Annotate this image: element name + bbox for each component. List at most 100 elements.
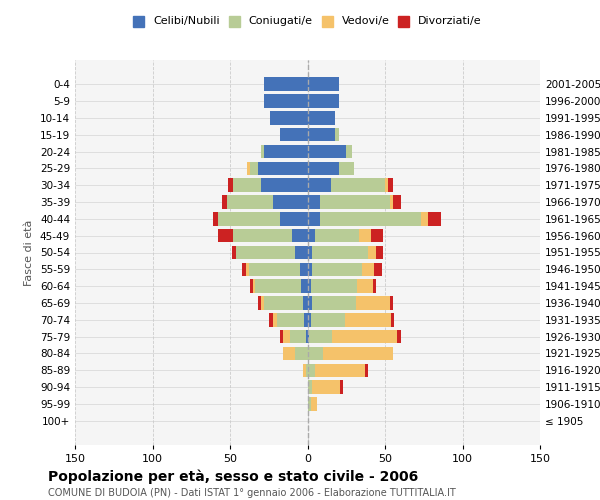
Bar [261, 296, 264, 310]
Bar [308, 380, 312, 394]
Bar [340, 380, 343, 394]
Bar [264, 78, 308, 91]
Bar [308, 364, 315, 377]
Bar [264, 94, 308, 108]
Y-axis label: Fasce di età: Fasce di età [25, 220, 34, 286]
Bar [290, 330, 306, 344]
Bar [371, 229, 383, 242]
Bar [357, 280, 373, 293]
Text: Popolazione per età, sesso e stato civile - 2006: Popolazione per età, sesso e stato civil… [48, 470, 418, 484]
Bar [250, 280, 253, 293]
Bar [229, 178, 233, 192]
Bar [222, 196, 227, 209]
Bar [264, 296, 303, 310]
Bar [218, 212, 280, 226]
Bar [274, 196, 308, 209]
Bar [393, 196, 401, 209]
Bar [303, 364, 306, 377]
Bar [320, 196, 389, 209]
Bar [312, 246, 368, 259]
Bar [308, 262, 312, 276]
Bar [376, 246, 383, 259]
Bar [308, 397, 311, 410]
Bar [236, 246, 295, 259]
Bar [344, 313, 391, 326]
Bar [264, 145, 308, 158]
Bar [308, 212, 320, 226]
Bar [232, 246, 236, 259]
Bar [280, 128, 308, 141]
Bar [218, 229, 233, 242]
Bar [308, 162, 338, 175]
Bar [261, 178, 308, 192]
Bar [303, 296, 308, 310]
Bar [308, 196, 320, 209]
Bar [389, 196, 393, 209]
Bar [213, 212, 218, 226]
Bar [308, 229, 315, 242]
Bar [308, 313, 311, 326]
Bar [258, 162, 308, 175]
Bar [308, 94, 338, 108]
Bar [308, 145, 346, 158]
Bar [227, 196, 274, 209]
Bar [308, 246, 312, 259]
Bar [233, 229, 292, 242]
Bar [250, 162, 258, 175]
Bar [283, 330, 290, 344]
Bar [308, 346, 323, 360]
Bar [356, 296, 389, 310]
Bar [362, 262, 374, 276]
Bar [247, 162, 250, 175]
Bar [301, 280, 308, 293]
Bar [308, 78, 338, 91]
Bar [311, 397, 317, 410]
Bar [277, 313, 304, 326]
Bar [300, 262, 308, 276]
Bar [312, 262, 362, 276]
Text: COMUNE DI BUDOIA (PN) - Dati ISTAT 1° gennaio 2006 - Elaborazione TUTTITALIA.IT: COMUNE DI BUDOIA (PN) - Dati ISTAT 1° ge… [48, 488, 456, 498]
Bar [315, 229, 359, 242]
Bar [306, 330, 308, 344]
Bar [295, 346, 308, 360]
Bar [365, 364, 368, 377]
Bar [269, 313, 274, 326]
Bar [258, 296, 261, 310]
Bar [308, 128, 335, 141]
Bar [308, 280, 311, 293]
Bar [308, 178, 331, 192]
Bar [271, 111, 308, 124]
Bar [309, 330, 332, 344]
Bar [274, 313, 277, 326]
Bar [346, 145, 352, 158]
Bar [245, 262, 248, 276]
Bar [397, 330, 401, 344]
Bar [312, 296, 356, 310]
Bar [248, 262, 300, 276]
Bar [233, 178, 261, 192]
Bar [359, 229, 371, 242]
Bar [338, 162, 354, 175]
Bar [283, 346, 295, 360]
Legend: Celibi/Nubili, Coniugati/e, Vedovi/e, Divorziati/e: Celibi/Nubili, Coniugati/e, Vedovi/e, Di… [128, 12, 487, 30]
Bar [311, 313, 345, 326]
Bar [373, 280, 376, 293]
Bar [308, 330, 309, 344]
Bar [253, 280, 255, 293]
Bar [306, 364, 308, 377]
Bar [428, 212, 441, 226]
Bar [242, 262, 245, 276]
Bar [391, 313, 394, 326]
Bar [261, 145, 264, 158]
Bar [332, 330, 397, 344]
Bar [374, 262, 382, 276]
Bar [308, 111, 335, 124]
Bar [388, 178, 393, 192]
Bar [292, 229, 308, 242]
Bar [311, 280, 357, 293]
Bar [280, 212, 308, 226]
Bar [389, 296, 393, 310]
Bar [295, 246, 308, 259]
Bar [385, 178, 388, 192]
Bar [421, 212, 428, 226]
